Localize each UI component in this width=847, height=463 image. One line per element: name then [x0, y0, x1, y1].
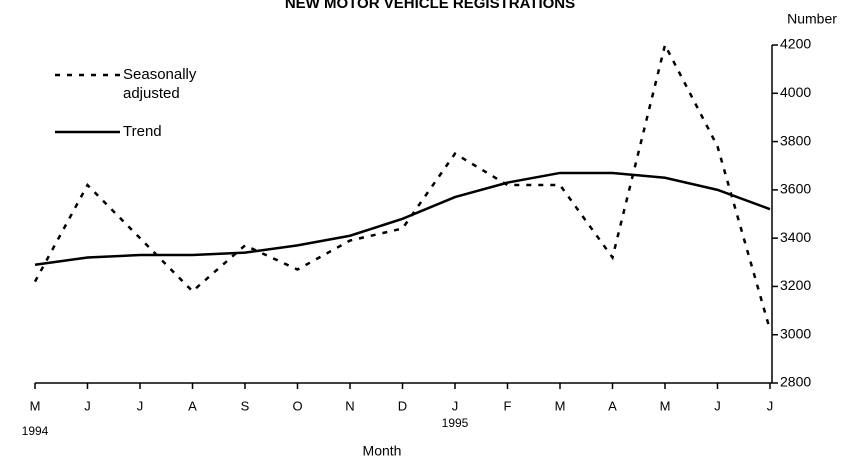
- y-tick-label: 3200: [780, 277, 811, 293]
- y-tick-label: 3400: [780, 229, 811, 245]
- legend-label: Seasonally adjusted: [123, 66, 197, 102]
- x-tick-label: M: [660, 398, 671, 413]
- x-tick-label: M: [555, 398, 566, 413]
- x-tick-label: J: [137, 398, 144, 413]
- x-tick-label: F: [504, 398, 512, 413]
- y-tick-label: 2800: [780, 374, 811, 390]
- x-tick-label: A: [608, 398, 617, 413]
- x-tick-label: M: [30, 398, 41, 413]
- x-tick-label: A: [188, 398, 197, 413]
- x-tick-label: J: [714, 398, 721, 413]
- x-tick-label: J: [767, 398, 774, 413]
- x-tick-label: N: [345, 398, 354, 413]
- y-tick-label: 3800: [780, 132, 811, 148]
- year-label: 1995: [442, 416, 469, 430]
- x-tick-label: D: [398, 398, 407, 413]
- x-tick-label: O: [292, 398, 302, 413]
- x-axis-label: Month: [363, 443, 402, 459]
- x-tick-label: J: [452, 398, 459, 413]
- y-axis-label: Number: [787, 11, 837, 27]
- y-tick-label: 3600: [780, 181, 811, 197]
- legend-label: Trend: [123, 123, 162, 140]
- y-tick-label: 4000: [780, 84, 811, 100]
- chart-title: NEW MOTOR VEHICLE REGISTRATIONS: [285, 0, 575, 12]
- series-line: [34, 171, 771, 266]
- y-tick-label: 3000: [780, 325, 811, 341]
- year-label: 1994: [22, 424, 49, 438]
- x-tick-label: S: [241, 398, 250, 413]
- x-tick-label: J: [84, 398, 91, 413]
- y-tick-label: 4200: [780, 36, 811, 52]
